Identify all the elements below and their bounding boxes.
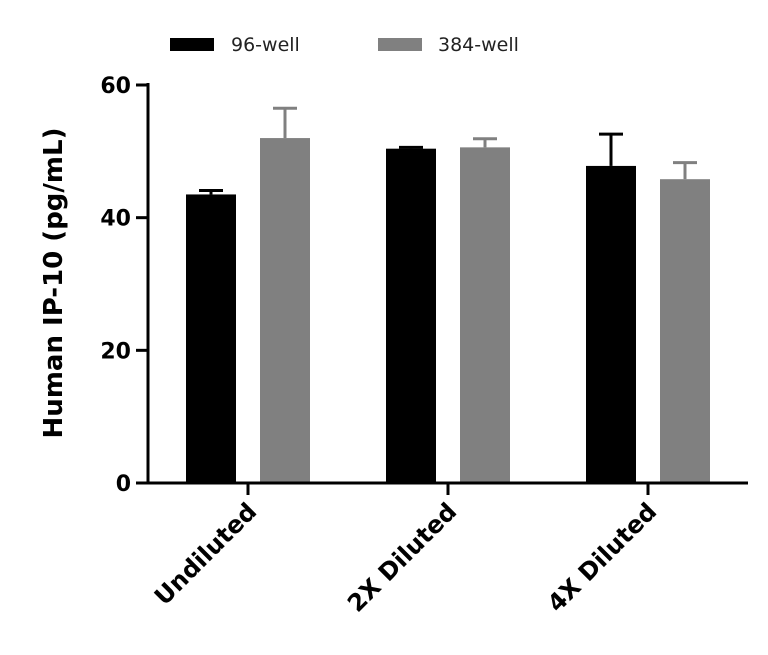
- bar-96-well-4x-diluted: [586, 165, 636, 483]
- y-tick-label-40: 40: [100, 207, 131, 232]
- bar-96-well-undiluted: [186, 194, 236, 483]
- legend-swatch-384-well: [378, 38, 422, 51]
- y-axis-title: Human IP-10 (pg/mL): [39, 128, 69, 439]
- x-tick-label-undiluted: Undiluted: [149, 497, 262, 610]
- y-tick-label-0: 0: [116, 472, 131, 497]
- x-tick-label-2x-diluted: 2X Diluted: [342, 497, 462, 617]
- bar-384-well-4x-diluted: [660, 179, 710, 483]
- legend-label-96-well: 96-well: [231, 34, 300, 56]
- y-tick-label-20: 20: [100, 339, 131, 364]
- y-axis: 0 20 40 60: [100, 74, 150, 497]
- bar-384-well-undiluted: [260, 138, 310, 484]
- bar-96-well-2x-diluted: [386, 148, 436, 483]
- y-tick-label-60: 60: [100, 74, 131, 99]
- legend: 96-well 384-well: [170, 34, 519, 56]
- bars: [186, 106, 710, 484]
- bar-384-well-2x-diluted: [460, 147, 510, 483]
- legend-label-384-well: 384-well: [438, 34, 519, 56]
- x-axis: Undiluted 2X Diluted 4X Diluted: [146, 481, 748, 618]
- legend-swatch-96-well: [170, 38, 214, 51]
- x-tick-label-4x-diluted: 4X Diluted: [542, 497, 662, 617]
